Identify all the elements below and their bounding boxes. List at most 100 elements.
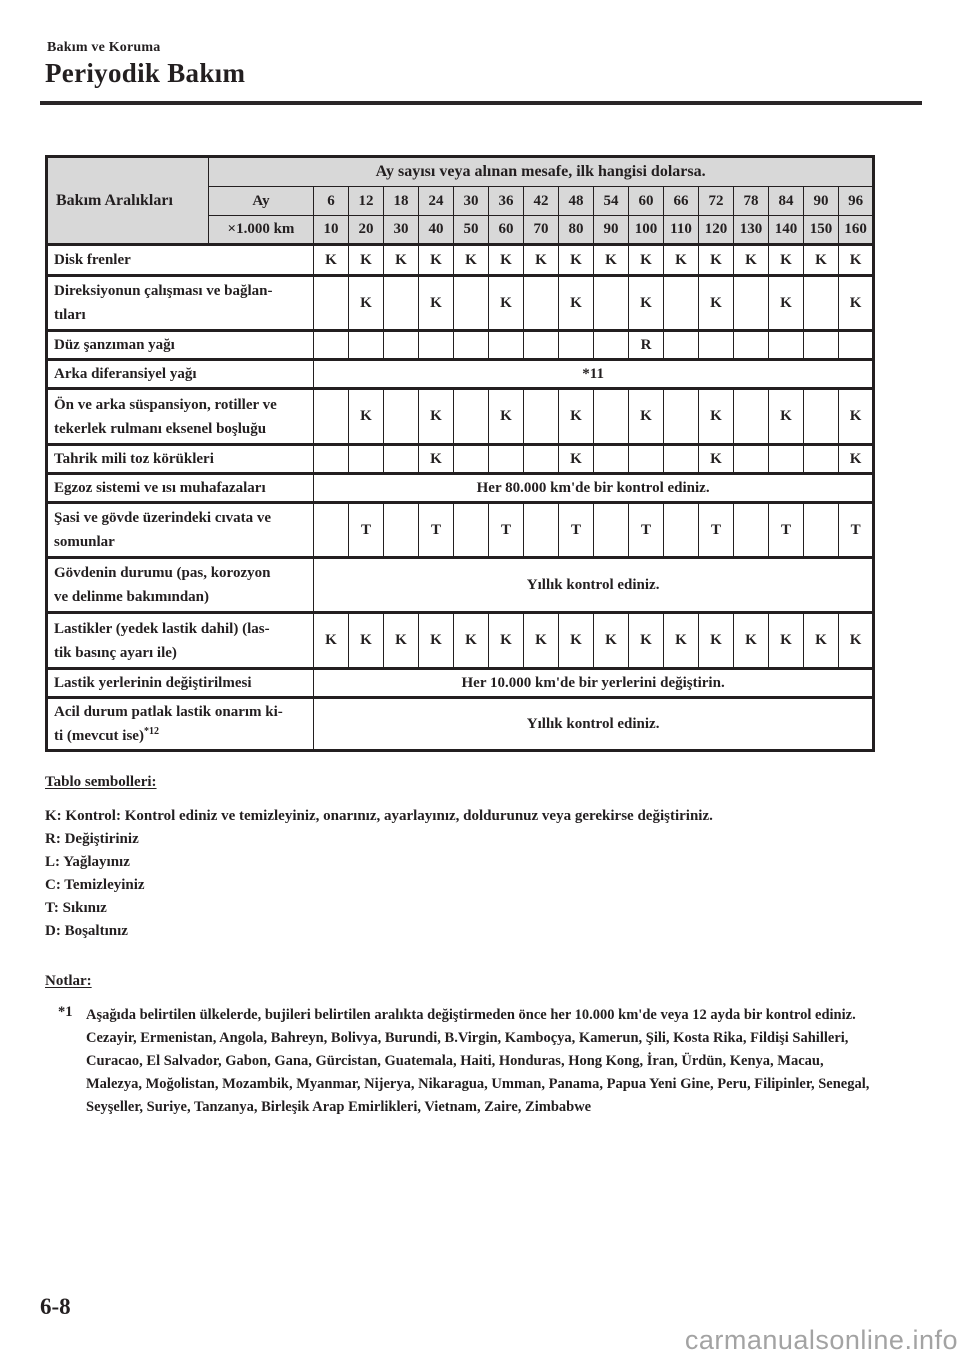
- interval-cell: T: [348, 501, 384, 558]
- interval-cell: K: [663, 243, 699, 276]
- table-row: Arka diferansiyel yağı *11: [46, 358, 875, 389]
- interval-cell: K: [628, 387, 664, 445]
- km-value: 50: [453, 215, 489, 245]
- notes-heading: Notlar:: [45, 973, 92, 989]
- km-value: 80: [558, 215, 594, 245]
- interval-cell: [803, 274, 839, 331]
- row-label: Düz şanzıman yağı: [46, 329, 314, 360]
- interval-cell: K: [698, 443, 734, 474]
- interval-cell: K: [488, 243, 524, 276]
- interval-cell: K: [348, 611, 384, 669]
- interval-cell: [768, 329, 804, 360]
- symbol-definition: L: Yağlayınız: [45, 854, 130, 870]
- interval-cell: K: [558, 387, 594, 445]
- interval-cell: K: [348, 243, 384, 276]
- interval-cell: [558, 329, 594, 360]
- interval-cell: K: [803, 611, 839, 669]
- interval-cell: [313, 329, 349, 360]
- month-value: 12: [348, 186, 384, 216]
- row-label: Disk frenler: [46, 243, 314, 276]
- interval-cell: [488, 443, 524, 474]
- interval-cell: [418, 329, 454, 360]
- month-value: 66: [663, 186, 699, 216]
- note-paragraph: Aşağıda belirtilen ülkelerde, bujileri b…: [86, 1007, 856, 1023]
- interval-cell: K: [418, 611, 454, 669]
- interval-cell: [733, 274, 769, 331]
- interval-cell: [348, 329, 384, 360]
- symbol-definition: C: Temizleyiniz: [45, 877, 145, 893]
- header-divider: [40, 101, 922, 105]
- note-body: Aşağıda belirtilen ülkelerde, bujileri b…: [86, 1004, 872, 1119]
- interval-cell: K: [453, 243, 489, 276]
- merged-note-cell: Yıllık kontrol ediniz.: [312, 696, 875, 751]
- interval-cell: [733, 501, 769, 558]
- interval-cell: T: [768, 501, 804, 558]
- interval-cell: K: [558, 611, 594, 669]
- interval-cell: K: [837, 443, 875, 474]
- interval-cell: K: [488, 611, 524, 669]
- interval-cell: K: [663, 611, 699, 669]
- symbol-definition: R: Değiştiriniz: [45, 831, 139, 847]
- interval-cell: [383, 387, 419, 445]
- interval-cell: K: [558, 443, 594, 474]
- km-value: 120: [698, 215, 734, 245]
- table-row: Tahrik mili toz körükleri K K K K: [46, 443, 875, 474]
- interval-cell: K: [488, 274, 524, 331]
- row-label: Ön ve arka süspansiyon, rotiller ve teke…: [46, 387, 314, 445]
- merged-note-cell: Her 10.000 km'de bir yerlerini değiştiri…: [312, 667, 875, 698]
- interval-cell: K: [628, 274, 664, 331]
- interval-cell: [313, 274, 349, 331]
- interval-cell: [523, 387, 559, 445]
- month-value: 42: [523, 186, 559, 216]
- interval-cell: [523, 274, 559, 331]
- months-row-label: Ay: [208, 186, 314, 216]
- km-value: 160: [837, 215, 875, 245]
- interval-cell: [453, 501, 489, 558]
- month-value: 72: [698, 186, 734, 216]
- interval-cell: K: [837, 611, 875, 669]
- month-value: 24: [418, 186, 454, 216]
- notes-section: Notlar: *1 Aşağıda belirtilen ülkelerde, …: [45, 973, 917, 1119]
- interval-cell: [593, 387, 629, 445]
- interval-cell: [593, 443, 629, 474]
- row-label: Gövdenin durumu (pas, korozyon ve delinm…: [46, 556, 314, 613]
- interval-cell: K: [558, 274, 594, 331]
- interval-cell: K: [768, 611, 804, 669]
- month-value: 54: [593, 186, 629, 216]
- symbols-heading: Tablo sembolleri:: [45, 774, 157, 790]
- page-title: Periyodik Bakım: [45, 58, 246, 88]
- interval-cell: [523, 443, 559, 474]
- interval-cell: T: [837, 501, 875, 558]
- month-value: 30: [453, 186, 489, 216]
- interval-cell: K: [348, 274, 384, 331]
- interval-cell: [488, 329, 524, 360]
- interval-cell: K: [523, 611, 559, 669]
- interval-cell: [663, 387, 699, 445]
- interval-cell: [768, 443, 804, 474]
- month-value: 78: [733, 186, 769, 216]
- interval-cell: T: [558, 501, 594, 558]
- interval-cell: [803, 329, 839, 360]
- manual-page-content: Bakım ve Koruma Periyodik Bakım Bakım Ar…: [40, 40, 922, 1119]
- interval-cell: K: [768, 387, 804, 445]
- km-value: 100: [628, 215, 664, 245]
- interval-cell: [348, 443, 384, 474]
- km-value: 70: [523, 215, 559, 245]
- interval-cell: [593, 329, 629, 360]
- interval-cell: [593, 501, 629, 558]
- interval-cell: [663, 443, 699, 474]
- table-row: Acil durum patlak lastik onarım ki- ti (…: [46, 696, 875, 751]
- month-value: 6: [313, 186, 349, 216]
- interval-cell: [383, 329, 419, 360]
- symbols-list: K: Kontrol: Kontrol ediniz ve temizleyin…: [45, 805, 917, 943]
- interval-cell: [383, 274, 419, 331]
- interval-cell: K: [593, 243, 629, 276]
- interval-cell: [523, 501, 559, 558]
- interval-cell: K: [348, 387, 384, 445]
- month-value: 60: [628, 186, 664, 216]
- interval-cell: K: [698, 387, 734, 445]
- row-label: Direksiyonun çalışması ve bağlan- tıları: [46, 274, 314, 331]
- interval-cell: [803, 443, 839, 474]
- row-label: Şasi ve gövde üzerindeki cıvata ve somun…: [46, 501, 314, 558]
- interval-cell: K: [313, 611, 349, 669]
